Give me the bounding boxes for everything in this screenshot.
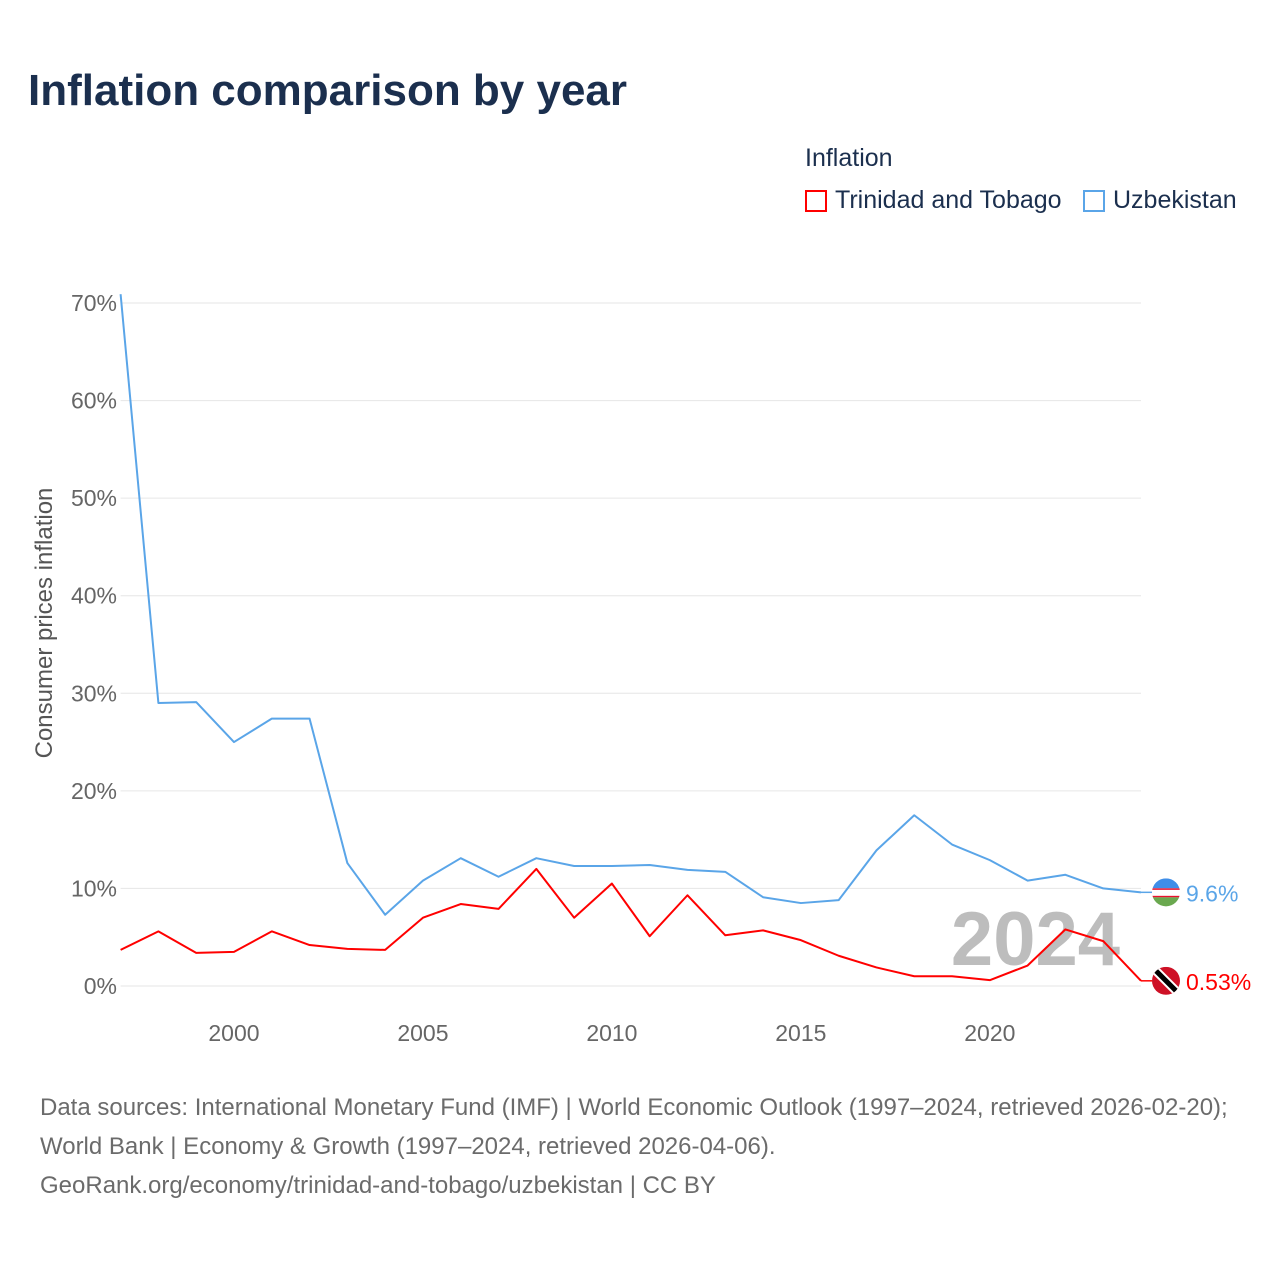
year-watermark: 2024	[951, 897, 1120, 982]
flag-stripe	[1152, 895, 1180, 898]
y-tick-label: 60%	[71, 388, 117, 414]
x-tick-label: 2005	[397, 1020, 448, 1046]
flag-body	[1152, 966, 1180, 995]
plot-area: 0% 10% 20% 30% 40% 50% 60% 70% 2000 2005 2010 2015 2…	[31, 290, 1251, 1046]
legend-label: Uzbekistan	[1113, 186, 1237, 214]
legend-label: Trinidad and Tobago	[835, 186, 1062, 214]
end-value-label: 9.6%	[1186, 880, 1238, 906]
uzbekistan-flag-icon	[1152, 878, 1180, 907]
chart-title: Inflation comparison by year	[28, 66, 628, 115]
flag-stripe	[1152, 888, 1180, 898]
x-tick-label: 2020	[964, 1020, 1015, 1046]
y-axis-label: Consumer prices inflation	[31, 488, 58, 759]
data-sources: Data sources: International Monetary Fun…	[40, 1094, 1228, 1160]
y-tick-label: 0%	[84, 973, 117, 999]
y-tick-label: 40%	[71, 583, 117, 609]
x-tick-label: 2010	[586, 1020, 637, 1046]
flag-stripe	[1152, 966, 1180, 995]
y-tick-label: 20%	[71, 778, 117, 804]
legend-swatch-icon	[1083, 189, 1105, 212]
footer: Data sources: International Monetary Fun…	[40, 1088, 1250, 1205]
flag-stripe	[1152, 888, 1180, 890]
flag-stripe	[1152, 897, 1180, 907]
end-value-label: 0.53%	[1186, 969, 1251, 995]
legend-item-uzbekistan[interactable]: Uzbekistan	[1083, 186, 1237, 215]
series-line-trinidad	[120, 867, 1142, 982]
y-tick-label: 70%	[71, 290, 117, 316]
legend-item-trinidad[interactable]: Trinidad and Tobago	[805, 186, 1062, 215]
series-line-uzbekistan	[119, 294, 1142, 916]
x-tick-label: 2015	[775, 1020, 826, 1046]
legend-swatch-icon	[805, 189, 827, 212]
y-tick-label: 30%	[71, 680, 117, 706]
y-tick-label: 10%	[71, 875, 117, 901]
source-link[interactable]: GeoRank.org/economy/trinidad-and-tobago/…	[40, 1172, 716, 1199]
flag-stripe	[1152, 878, 1180, 889]
y-tick-label: 50%	[71, 485, 117, 511]
legend-title: Inflation	[805, 144, 893, 172]
flag-body	[1152, 878, 1180, 907]
x-tick-label: 2000	[208, 1020, 259, 1046]
trinidad-flag-icon	[1152, 966, 1180, 995]
